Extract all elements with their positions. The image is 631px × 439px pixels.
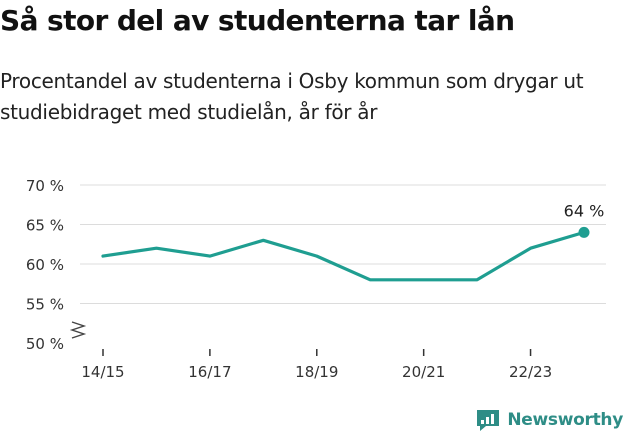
- y-tick-label: 70 %: [26, 177, 64, 195]
- x-tick-label: 18/19: [295, 363, 338, 381]
- axis-break-icon: [69, 321, 87, 339]
- x-tick-label: 14/15: [81, 363, 124, 381]
- y-tick-label: 65 %: [26, 217, 64, 235]
- line-chart: 50 % 55 % 60 % 65 % 70 % 14/15 16/17 18/19 20/2…: [26, 177, 606, 381]
- x-tick-label: 22/23: [509, 363, 552, 381]
- y-tick-label: 50 %: [26, 335, 64, 353]
- x-tick-label: 20/21: [402, 363, 445, 381]
- chart-subtitle: Procentandel av studenterna i Osby kommu…: [0, 69, 584, 124]
- axis-break-zigzag: [69, 321, 87, 339]
- annotation-group: 64 %: [564, 201, 605, 220]
- y-axis-tick-labels: 50 % 55 % 60 % 65 % 70 %: [26, 177, 64, 353]
- last-value-label: 64 %: [564, 201, 605, 220]
- newsworthy-brand[interactable]: Newsworthy: [475, 408, 623, 432]
- last-point-marker: [578, 226, 590, 238]
- x-tick-label: 16/17: [188, 363, 231, 381]
- grid-lines: [80, 184, 606, 304]
- brand-name: Newsworthy: [507, 410, 623, 430]
- newsworthy-logo-icon: [477, 410, 500, 431]
- y-tick-label: 55 %: [26, 296, 64, 314]
- x-axis-ticks: 14/15 16/17 18/19 20/21 22/23: [81, 349, 552, 381]
- series-line: [101, 230, 586, 282]
- chart-title: Så stor del av studenterna tar lån: [0, 4, 515, 37]
- series-line-group: [101, 226, 590, 282]
- y-tick-label: 60 %: [26, 256, 64, 274]
